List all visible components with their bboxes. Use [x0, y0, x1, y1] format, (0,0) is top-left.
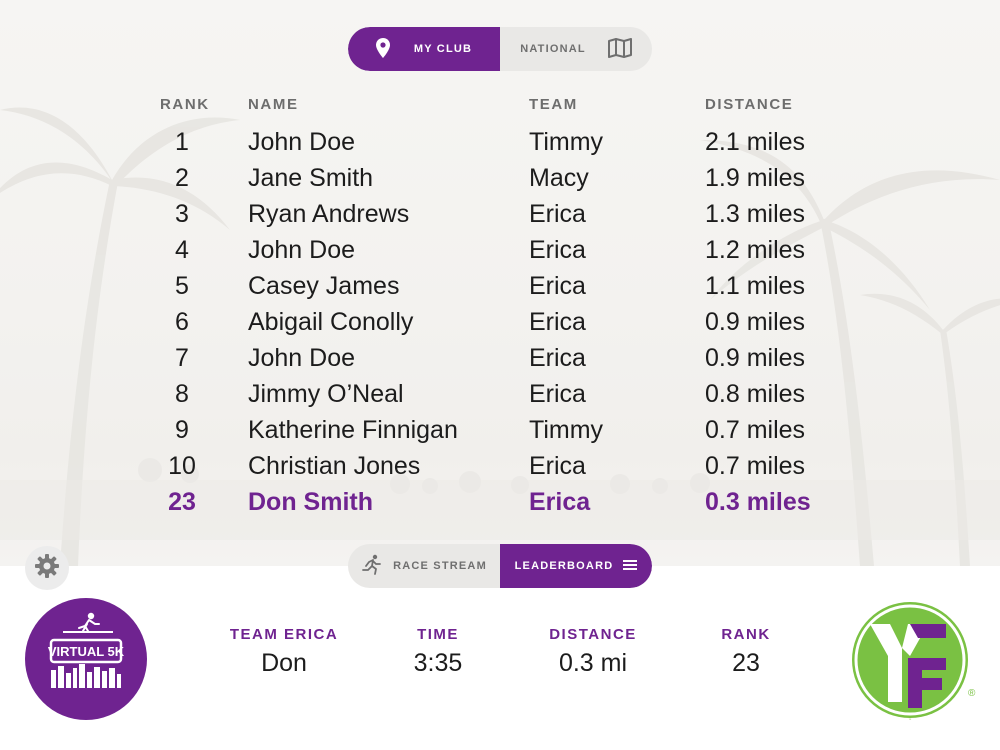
row-distance: 0.9 miles: [705, 344, 806, 372]
tab-leaderboard[interactable]: Leaderboard: [500, 544, 652, 588]
virtual-5k-logo: VIRTUAL 5K: [25, 598, 147, 720]
row-distance: 0.9 miles: [705, 308, 806, 336]
row-name: Abigail Conolly: [248, 308, 414, 336]
row-rank: 6: [175, 308, 189, 336]
row-name: Katherine Finnigan: [248, 416, 458, 444]
gear-icon: [34, 553, 60, 584]
row-name: Christian Jones: [248, 452, 421, 480]
row-rank: 10: [168, 452, 196, 480]
map-icon: [607, 37, 632, 61]
row-rank: 7: [175, 344, 189, 372]
row-name: Ryan Andrews: [248, 200, 410, 228]
row-rank: 5: [175, 272, 189, 300]
row-team: Erica: [529, 200, 586, 228]
current-user-rank: 23: [168, 488, 196, 516]
table-row: 6 Abigail Conolly Erica 0.9 miles: [0, 300, 1000, 336]
tab-race-stream-label: Race Stream: [393, 560, 487, 572]
row-rank: 3: [175, 200, 189, 228]
stat-distance: DISTANCE 0.3 mi: [523, 626, 663, 678]
table-row: 4 John Doe Erica 1.2 miles: [0, 228, 1000, 264]
hamburger-menu-icon: [623, 559, 638, 574]
header-distance: DISTANCE: [705, 96, 794, 113]
table-row: 2 Jane Smith Macy 1.9 miles: [0, 156, 1000, 192]
stat-time-label: TIME: [417, 626, 459, 643]
table-row: 1 John Doe Timmy 2.1 miles: [0, 120, 1000, 156]
row-rank: 9: [175, 416, 189, 444]
header-rank: RANK: [160, 96, 210, 113]
row-team: Erica: [529, 272, 586, 300]
stat-time: TIME 3:35: [378, 626, 498, 678]
stat-rank-label: RANK: [721, 626, 771, 643]
settings-button[interactable]: [25, 546, 69, 590]
tab-race-stream[interactable]: Race Stream: [348, 544, 500, 588]
row-name: John Doe: [248, 128, 356, 156]
row-team: Erica: [529, 344, 586, 372]
table-row: 5 Casey James Erica 1.1 miles: [0, 264, 1000, 300]
stat-distance-label: DISTANCE: [549, 626, 637, 643]
row-team: Erica: [529, 452, 586, 480]
table-row: 7 John Doe Erica 0.9 miles: [0, 336, 1000, 372]
row-distance: 0.7 miles: [705, 452, 806, 480]
tab-national-label: National: [520, 43, 586, 55]
row-team: Timmy: [529, 128, 604, 156]
row-team: Macy: [529, 164, 589, 192]
view-toggle: Race Stream Leaderboard: [348, 544, 652, 588]
stat-team: TEAM ERICA Don: [214, 626, 354, 678]
current-user-distance: 0.3 miles: [705, 488, 811, 516]
current-user-team: Erica: [529, 488, 591, 516]
row-distance: 1.3 miles: [705, 200, 806, 228]
row-distance: 1.1 miles: [705, 272, 806, 300]
row-distance: 2.1 miles: [705, 128, 806, 156]
row-rank: 4: [175, 236, 189, 264]
row-name: John Doe: [248, 236, 356, 264]
row-name: Jimmy O’Neal: [248, 380, 404, 408]
stat-distance-value: 0.3 mi: [558, 649, 628, 677]
stat-rank-value: 23: [732, 649, 760, 677]
tab-national[interactable]: National: [500, 27, 652, 71]
bottom-panel: [0, 566, 1000, 750]
table-row: 10 Christian Jones Erica 0.7 miles: [0, 444, 1000, 480]
location-pin-icon: [375, 37, 390, 61]
leaderboard-table: RANK NAME TEAM DISTANCE 1 John Doe Timmy…: [0, 96, 1000, 516]
youfit-logo: YF: [848, 598, 972, 722]
row-name: Casey James: [248, 272, 400, 300]
stat-rank: RANK 23: [696, 626, 796, 678]
scope-toggle: My Club National: [348, 27, 652, 71]
table-row: 9 Katherine Finnigan Timmy 0.7 miles: [0, 408, 1000, 444]
header-name: NAME: [248, 96, 299, 113]
row-team: Timmy: [529, 416, 604, 444]
stat-team-label: TEAM ERICA: [229, 626, 339, 643]
row-rank: 8: [175, 380, 189, 408]
registered-mark: ®: [968, 688, 976, 699]
row-rank: 1: [175, 128, 189, 156]
background-scene: [0, 0, 1000, 566]
current-user-row: 23 Don Smith Erica 0.3 miles: [0, 480, 1000, 516]
current-user-name: Don Smith: [248, 488, 373, 516]
row-team: Erica: [529, 308, 586, 336]
row-distance: 1.9 miles: [705, 164, 806, 192]
row-distance: 0.7 miles: [705, 416, 806, 444]
virtual-5k-logo-text: VIRTUAL 5K: [48, 644, 125, 659]
stat-time-value: 3:35: [413, 649, 463, 677]
youfit-logo-text: YF: [909, 719, 912, 721]
row-distance: 0.8 miles: [705, 380, 806, 408]
row-team: Erica: [529, 236, 586, 264]
row-rank: 2: [175, 164, 189, 192]
runner-icon: [361, 554, 383, 579]
table-header: RANK NAME TEAM DISTANCE: [0, 96, 1000, 120]
row-name: John Doe: [248, 344, 356, 372]
tab-my-club[interactable]: My Club: [348, 27, 500, 71]
stat-team-value: Don: [261, 649, 307, 677]
tab-my-club-label: My Club: [413, 43, 473, 55]
table-row: 3 Ryan Andrews Erica 1.3 miles: [0, 192, 1000, 228]
row-distance: 1.2 miles: [705, 236, 806, 264]
row-team: Erica: [529, 380, 586, 408]
table-row: 8 Jimmy O’Neal Erica 0.8 miles: [0, 372, 1000, 408]
header-team: TEAM: [529, 96, 578, 113]
row-name: Jane Smith: [248, 164, 374, 192]
tab-leaderboard-label: Leaderboard: [514, 560, 614, 572]
palm-trees-background: [0, 107, 1000, 566]
